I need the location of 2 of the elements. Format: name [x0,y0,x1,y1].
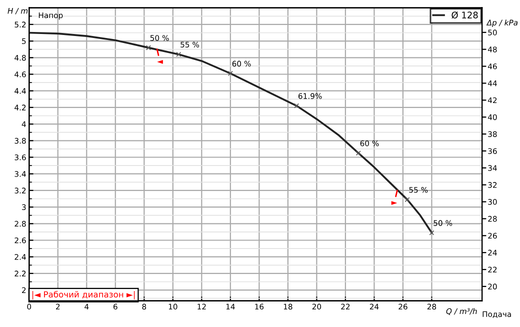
annotation: |◄ Рабочий диапазон ►| [32,290,135,300]
legend-label: Ø 128 [452,11,478,19]
